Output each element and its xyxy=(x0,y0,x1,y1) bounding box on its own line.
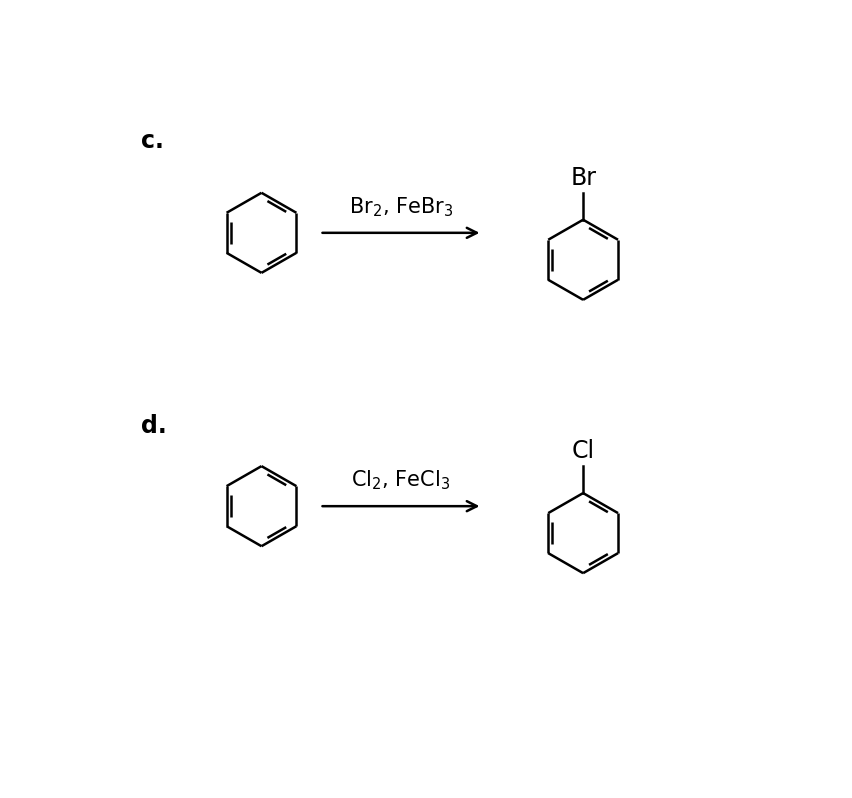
Text: c.: c. xyxy=(141,128,164,153)
Text: Cl$_2$, FeCl$_3$: Cl$_2$, FeCl$_3$ xyxy=(351,468,451,492)
Text: Br: Br xyxy=(570,166,596,190)
Text: Cl: Cl xyxy=(572,439,595,463)
Text: d.: d. xyxy=(141,414,167,438)
Text: Br$_2$, FeBr$_3$: Br$_2$, FeBr$_3$ xyxy=(348,196,453,219)
